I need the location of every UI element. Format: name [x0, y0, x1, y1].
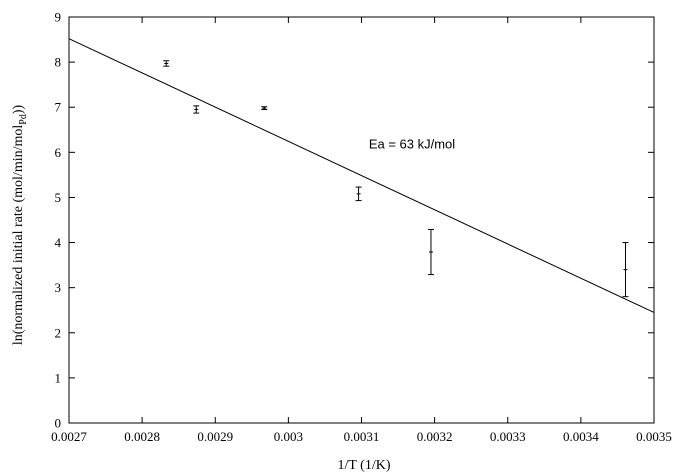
- y-tick-label-3: 3: [55, 280, 62, 295]
- y-axis-label-main: ln(normalized initial rate (mol/min/mol: [11, 125, 26, 346]
- data-points: [163, 60, 629, 298]
- y-tick-label-2: 2: [55, 325, 62, 340]
- x-tick-label-7: 0.0034: [563, 429, 599, 444]
- x-axis-label: 1/T (1/K): [337, 458, 390, 473]
- x-tick-label-6: 0.0033: [490, 429, 526, 444]
- y-tick-label-5: 5: [55, 190, 62, 205]
- data-point-3: [355, 186, 362, 202]
- axes: [68, 16, 655, 424]
- fit-line-group: [68, 38, 655, 313]
- ticks: 0.0027 0.0028 0.0029 0.003 0.0031 0.0032 0.003…: [51, 10, 672, 445]
- y-tick-label-9: 9: [55, 10, 62, 25]
- y-tick-label-1: 1: [55, 370, 62, 385]
- y-axis-label-tail: )): [11, 104, 26, 114]
- data-point-1: [193, 105, 200, 114]
- y-axis-label-subscript: Pd: [18, 114, 29, 125]
- x-tick-label-2: 0.0029: [197, 429, 233, 444]
- x-tick-label-1: 0.0028: [124, 429, 160, 444]
- x-tick-label-0: 0.0027: [51, 429, 87, 444]
- y-tick-label-4: 4: [55, 235, 62, 250]
- y-tick-label-0: 0: [55, 416, 62, 431]
- activation-energy-annotation: Ea = 63 kJ/mol: [369, 137, 455, 152]
- data-point-2: [261, 106, 268, 110]
- y-tick-label-6: 6: [55, 145, 62, 160]
- data-point-0: [163, 60, 170, 67]
- fit-line: [68, 38, 655, 313]
- y-axis-label: ln(normalized initial rate (mol/min/molP…: [11, 104, 29, 345]
- data-point-5: [622, 242, 629, 298]
- x-tick-label-5: 0.0032: [417, 429, 453, 444]
- data-point-4: [427, 228, 434, 276]
- plot-frame: [68, 16, 655, 424]
- x-tick-label-3: 0.003: [274, 429, 303, 444]
- y-tick-label-8: 8: [55, 55, 62, 70]
- y-tick-label-7: 7: [55, 100, 62, 115]
- x-tick-label-8: 0.0035: [636, 429, 672, 444]
- x-tick-label-4: 0.0031: [344, 429, 380, 444]
